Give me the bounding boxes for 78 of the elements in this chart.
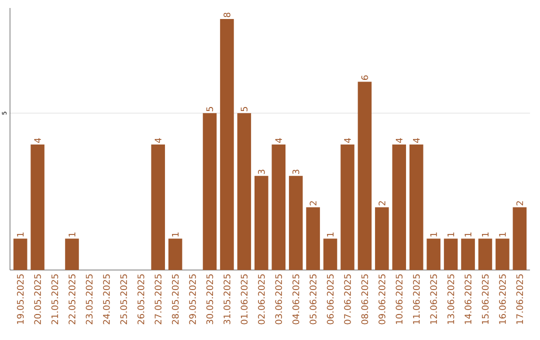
bar <box>392 144 406 270</box>
data-label: 8 <box>224 12 230 18</box>
x-tick-label: 31.05.2025 <box>224 274 230 324</box>
bar <box>202 113 217 270</box>
x-tick-label: 07.06.2025 <box>344 274 351 324</box>
bar <box>220 18 234 270</box>
bar <box>478 238 492 270</box>
data-label: 5 <box>206 107 214 112</box>
x-tick-label: 13.06.2025 <box>447 274 454 324</box>
x-tick-label: 24.05.2025 <box>103 274 110 324</box>
data-label: 1 <box>499 232 506 236</box>
bar <box>13 238 28 270</box>
bar <box>237 113 252 270</box>
data-label: 5 <box>240 107 248 112</box>
bar <box>306 207 320 270</box>
x-tick-label: 12.06.2025 <box>430 274 437 324</box>
x-tick-label: 19.05.2025 <box>16 274 24 324</box>
data-label: 4 <box>154 138 162 143</box>
bar <box>512 207 527 270</box>
x-tick-label: 30.05.2025 <box>206 274 214 324</box>
x-tick-label: 04.06.2025 <box>292 274 300 324</box>
data-label: 1 <box>430 232 437 236</box>
x-tick-label: 06.06.2025 <box>326 274 334 324</box>
bar <box>30 144 44 270</box>
x-tick-label: 17.06.2025 <box>516 274 524 324</box>
bar <box>323 238 338 270</box>
bar <box>151 144 165 270</box>
bar <box>340 144 354 270</box>
bar <box>254 176 268 270</box>
bar <box>272 144 286 270</box>
bar <box>426 238 440 270</box>
x-tick-label: 01.06.2025 <box>240 274 248 324</box>
bar <box>444 238 458 270</box>
x-tick-label: 26.05.2025 <box>137 274 144 324</box>
data-label: 4 <box>34 138 41 143</box>
data-label: 1 <box>464 232 472 236</box>
x-tick-label: 25.05.2025 <box>120 274 128 324</box>
data-label: 2 <box>378 201 386 206</box>
bar <box>375 207 389 270</box>
data-label: 2 <box>310 201 316 206</box>
data-label: 1 <box>482 232 489 236</box>
bar <box>168 238 182 270</box>
x-tick-label: 23.05.2025 <box>86 274 93 324</box>
x-tick-label: 27.05.2025 <box>154 274 162 324</box>
bar <box>358 82 372 270</box>
bar <box>409 144 424 270</box>
x-tick-label: 15.06.2025 <box>482 274 489 324</box>
data-label: 1 <box>17 232 24 236</box>
x-tick-label: 22.05.2025 <box>68 274 76 324</box>
x-tick-label: 11.06.2025 <box>412 274 420 324</box>
x-tick-label: 03.06.2025 <box>275 274 282 324</box>
data-label: 3 <box>292 170 300 174</box>
x-tick-label: 20.05.2025 <box>34 274 41 324</box>
bar <box>65 238 79 270</box>
x-tick-label: 29.05.2025 <box>189 274 196 324</box>
data-label: 4 <box>275 138 282 143</box>
x-tick-label: 05.06.2025 <box>310 274 316 324</box>
data-label: 4 <box>413 138 420 143</box>
data-label: 3 <box>258 170 265 174</box>
data-label: 1 <box>448 232 454 236</box>
x-tick-label: 16.06.2025 <box>499 274 506 324</box>
data-label: 4 <box>344 138 351 143</box>
data-label: 6 <box>361 75 368 80</box>
data-label: 2 <box>516 201 524 206</box>
data-label: 1 <box>172 232 179 236</box>
x-tick-label: 08.06.2025 <box>361 274 368 324</box>
x-tick-label: 21.05.2025 <box>51 274 58 324</box>
bar <box>288 176 303 270</box>
x-tick-label: 10.06.2025 <box>396 274 403 324</box>
x-tick-label: 14.06.2025 <box>464 274 472 324</box>
bar <box>461 238 475 270</box>
data-label: 4 <box>396 138 402 143</box>
bar <box>496 238 510 270</box>
x-tick-label: 09.06.2025 <box>378 274 386 324</box>
x-tick-label: 02.06.2025 <box>258 274 265 324</box>
data-label: 1 <box>68 232 76 236</box>
data-label: 1 <box>327 232 334 236</box>
x-tick-label: 28.05.2025 <box>172 274 179 324</box>
